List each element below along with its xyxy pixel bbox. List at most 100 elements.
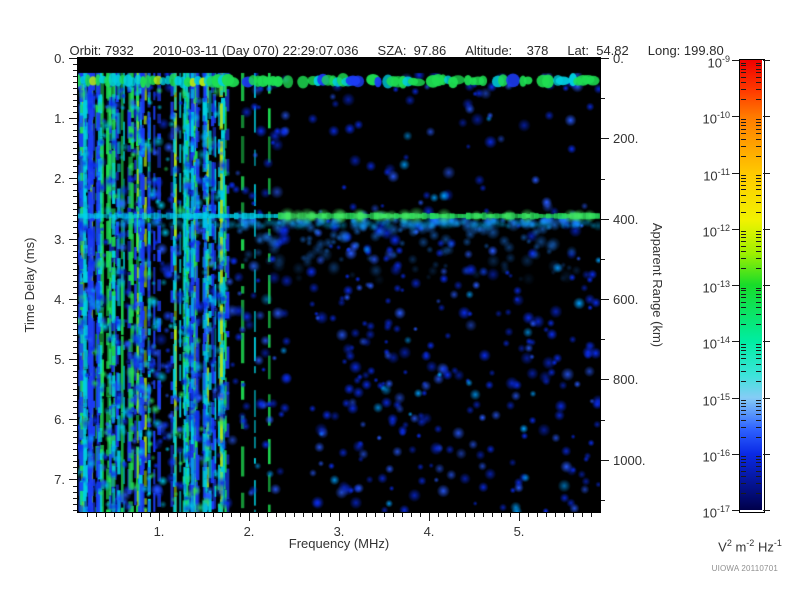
colorbar-minor-tick — [756, 288, 761, 289]
colorbar-minor-tick — [756, 314, 761, 315]
colorbar-minor-tick — [756, 354, 761, 355]
colorbar-minor-tick — [756, 302, 761, 303]
colorbar-minor-tick — [741, 462, 746, 463]
x-axis-minor-tick — [114, 513, 115, 517]
colorbar-minor-tick — [741, 459, 746, 460]
x-axis-label-frequency: Frequency (MHz) — [288, 536, 390, 551]
y-axis-tick-label: 0. — [54, 51, 65, 66]
y-axis-minor-tick — [73, 281, 77, 282]
x-axis-tick-label: 2. — [243, 524, 255, 539]
y-axis-minor-tick — [73, 467, 77, 468]
y-axis-major-tick — [69, 118, 77, 119]
y-axis-minor-tick — [73, 341, 77, 342]
header-telemetry: Orbit: 7932 2010-03-11 (Day 070) 22:29:07… — [55, 28, 743, 73]
colorbar-minor-tick — [756, 258, 761, 259]
colorbar-minor-tick — [741, 427, 746, 428]
colorbar-minor-tick — [756, 268, 761, 269]
y-axis-minor-tick — [73, 245, 77, 246]
x-axis-minor-tick — [492, 513, 493, 517]
y-axis-minor-tick — [73, 112, 77, 113]
colorbar-minor-tick — [756, 364, 761, 365]
colorbar-minor-tick — [741, 234, 746, 235]
x-axis-tick-label: 4. — [423, 524, 435, 539]
x-axis-minor-tick — [303, 513, 304, 517]
y-axis-major-tick — [69, 58, 77, 59]
y-axis-minor-tick — [73, 389, 77, 390]
colorbar-minor-tick — [756, 89, 761, 90]
y-axis-minor-tick — [73, 251, 77, 252]
x-axis-minor-tick — [141, 513, 142, 517]
y-axis-minor-tick — [73, 486, 77, 487]
colorbar-minor-tick — [756, 347, 761, 348]
colorbar-minor-tick — [741, 290, 746, 291]
colorbar-minor-tick — [756, 212, 761, 213]
colorbar-minor-tick — [741, 288, 746, 289]
x-axis-major-tick — [249, 513, 250, 521]
colorbar-minor-tick — [756, 65, 761, 66]
colorbar-minor-tick — [756, 493, 761, 494]
y-axis-minor-tick — [73, 88, 77, 89]
colorbar-major-tick — [732, 285, 739, 286]
colorbar-minor-tick — [756, 294, 761, 295]
colorbar-major-tick — [732, 173, 739, 174]
range-axis-minor-tick — [601, 259, 605, 260]
colorbar-major-tick — [732, 510, 739, 511]
y-axis-minor-tick — [73, 94, 77, 95]
x-axis-minor-tick — [537, 513, 538, 517]
colorbar-minor-tick — [741, 129, 746, 130]
y-axis-minor-tick — [73, 443, 77, 444]
colorbar-minor-tick — [756, 400, 761, 401]
colorbar-minor-tick — [756, 297, 761, 298]
y-axis-minor-tick — [73, 233, 77, 234]
colorbar-minor-tick — [741, 89, 746, 90]
colorbar-minor-tick — [741, 406, 746, 407]
colorbar-minor-tick — [741, 246, 746, 247]
x-axis-major-tick — [429, 513, 430, 521]
y-axis-tick-label: 2. — [54, 171, 65, 186]
x-axis-minor-tick — [330, 513, 331, 517]
x-axis-minor-tick — [573, 513, 574, 517]
colorbar-major-tick — [763, 454, 770, 455]
colorbar-minor-tick — [756, 410, 761, 411]
y-axis-minor-tick — [73, 221, 77, 222]
colorbar-minor-tick — [741, 268, 746, 269]
x-axis-minor-tick — [447, 513, 448, 517]
colorbar-tick-label: 10-13 — [702, 279, 730, 296]
y-axis-minor-tick — [73, 498, 77, 499]
y-axis-minor-tick — [73, 160, 77, 161]
y-axis-minor-tick — [73, 227, 77, 228]
y-axis-major-tick — [69, 419, 77, 420]
colorbar-minor-tick — [756, 202, 761, 203]
colorbar-minor-tick — [756, 381, 761, 382]
y-axis-minor-tick — [73, 124, 77, 125]
y-axis-tick-label: 1. — [54, 111, 65, 126]
colorbar-minor-tick — [741, 139, 746, 140]
range-axis-major-tick — [601, 219, 609, 220]
colorbar-minor-tick — [741, 212, 746, 213]
header-field-long: Long: 199.80 — [647, 43, 724, 58]
x-axis-minor-tick — [357, 513, 358, 517]
colorbar-minor-tick — [756, 406, 761, 407]
colorbar-minor-tick — [756, 125, 761, 126]
colorbar-minor-tick — [741, 471, 746, 472]
header-field-altitude: Altitude: 378 — [465, 43, 549, 58]
colorbar-major-tick — [732, 60, 739, 61]
colorbar-minor-tick — [741, 195, 746, 196]
colorbar-tick-label: 10-11 — [703, 167, 730, 184]
y-axis-minor-tick — [73, 257, 77, 258]
colorbar-minor-tick — [741, 69, 746, 70]
colorbar-tick-label: 10-12 — [702, 223, 730, 240]
colorbar-major-tick — [763, 398, 770, 399]
x-axis-minor-tick — [213, 513, 214, 517]
colorbar-minor-tick — [756, 122, 761, 123]
x-axis-minor-tick — [456, 513, 457, 517]
colorbar-minor-tick — [756, 420, 761, 421]
colorbar-minor-tick — [741, 483, 746, 484]
y-axis-minor-tick — [73, 347, 77, 348]
colorbar-minor-tick — [741, 324, 746, 325]
x-axis-minor-tick — [240, 513, 241, 517]
colorbar-minor-tick — [741, 125, 746, 126]
colorbar-minor-tick — [756, 189, 761, 190]
y-axis-minor-tick — [73, 70, 77, 71]
colorbar-minor-tick — [756, 69, 761, 70]
